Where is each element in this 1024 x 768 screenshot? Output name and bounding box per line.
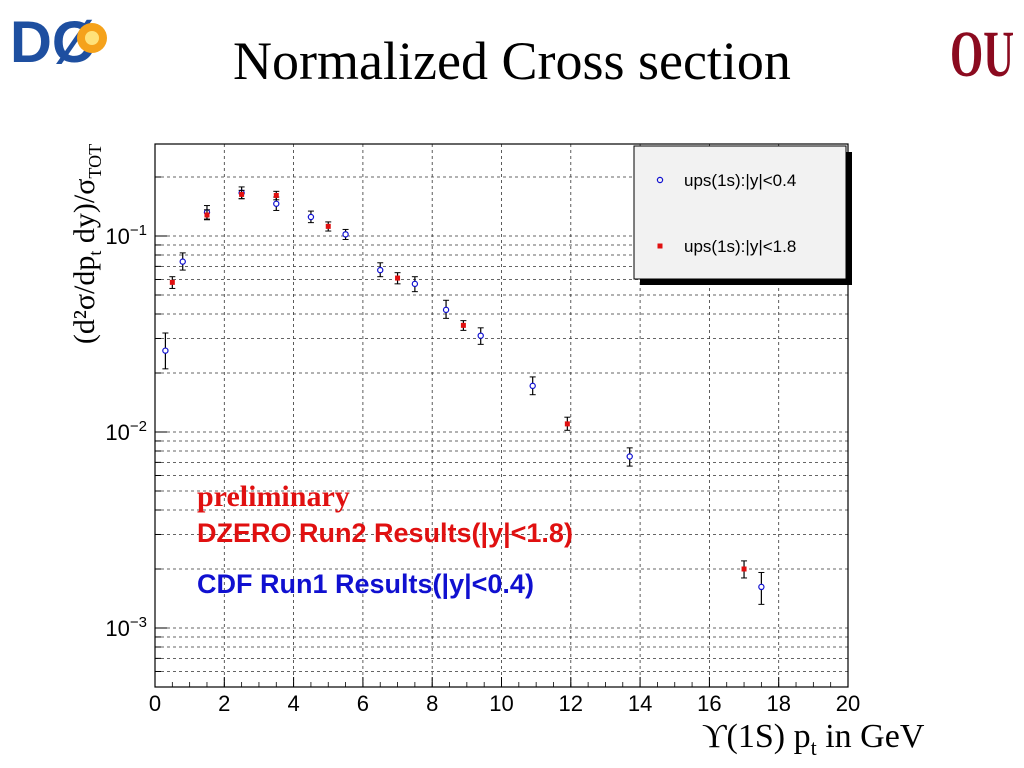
marker-filled-square bbox=[395, 275, 401, 281]
marker-filled-square bbox=[273, 192, 279, 198]
ou-logo-text: OU bbox=[950, 18, 1014, 91]
marker-filled-square bbox=[239, 191, 245, 197]
y-axis-label-wrap: (d²σ/dpt dy)/σTOT bbox=[60, 130, 120, 360]
x-tick-label-16: 16 bbox=[697, 691, 721, 716]
marker-open-circle bbox=[162, 347, 169, 354]
x-axis-label: ϒ(1S) pt in GeV bbox=[702, 718, 925, 760]
ups18-point-4 bbox=[325, 221, 332, 232]
legend-box bbox=[633, 145, 847, 280]
marker-open-circle bbox=[626, 453, 633, 460]
marker-open-circle bbox=[758, 583, 765, 591]
x-tick-label-12: 12 bbox=[559, 691, 583, 716]
x-tick-label-10: 10 bbox=[489, 691, 513, 716]
marker-open-circle bbox=[273, 200, 280, 207]
marker-filled-square bbox=[169, 279, 175, 285]
ups04-point-9 bbox=[442, 299, 450, 319]
marker-open-circle bbox=[411, 280, 419, 288]
marker-open-circle bbox=[342, 231, 349, 238]
annotation-cdf: CDF Run1 Results(|y|<0.4) bbox=[197, 569, 534, 599]
y-axis-label: (d²σ/dpt dy)/σTOT bbox=[68, 143, 105, 345]
marker-open-circle bbox=[307, 213, 315, 221]
ups18-point-3 bbox=[273, 190, 280, 201]
legend-marker-ups04 bbox=[656, 176, 664, 184]
ups18-point-0 bbox=[169, 276, 176, 289]
marker-open-circle bbox=[442, 306, 450, 314]
axis-ticks: 0 2 4 6 8 10 12 14 16 18 20 10−1 10−2 10−3 bbox=[105, 176, 860, 716]
marker-filled-square bbox=[564, 421, 570, 427]
marker-filled-square bbox=[204, 212, 210, 218]
annotation-dzero: DZERO Run2 Results(|y|<1.8) bbox=[197, 518, 573, 548]
marker-open-circle bbox=[377, 266, 384, 274]
data-points bbox=[162, 186, 765, 605]
ups18-point-6 bbox=[460, 320, 467, 331]
x-tick-label-4: 4 bbox=[287, 691, 299, 716]
x-tick-label-14: 14 bbox=[628, 691, 652, 716]
marker-filled-square bbox=[460, 322, 466, 328]
annotation-preliminary: preliminary bbox=[197, 480, 350, 513]
legend: ups(1s):|y|<0.4 ups(1s):|y|<1.8 bbox=[633, 145, 852, 285]
marker-open-circle bbox=[477, 332, 484, 339]
marker-open-circle bbox=[529, 382, 536, 390]
y-tick-label: 10−1 bbox=[105, 222, 147, 249]
ups18-point-8 bbox=[741, 560, 748, 579]
ups04-point-0 bbox=[162, 332, 169, 370]
ups18-point-5 bbox=[394, 272, 401, 285]
ups04-point-5 bbox=[307, 210, 315, 224]
ou-logo: OU bbox=[950, 18, 1014, 91]
legend-label-ups04: ups(1s):|y|<0.4 bbox=[684, 171, 796, 190]
ups04-point-10 bbox=[477, 327, 484, 345]
ups04-point-1 bbox=[179, 252, 186, 271]
x-tick-label-2: 2 bbox=[218, 691, 230, 716]
annotation-block: preliminary DZERO Run2 Results(|y|<1.8) … bbox=[197, 480, 573, 600]
legend-marker-ups18 bbox=[657, 243, 663, 249]
y-tick-label: 10−3 bbox=[105, 614, 147, 641]
marker-filled-square bbox=[325, 223, 331, 229]
slide-title: Normalized Cross section bbox=[233, 31, 791, 91]
marker-open-circle bbox=[179, 258, 186, 265]
ups18-point-7 bbox=[564, 416, 571, 431]
x-tick-label-20: 20 bbox=[836, 691, 860, 716]
ups18-point-2 bbox=[238, 189, 245, 200]
y-tick-label: 10−2 bbox=[105, 418, 147, 445]
x-tick-label-8: 8 bbox=[426, 691, 438, 716]
x-tick-label-18: 18 bbox=[766, 691, 790, 716]
ups04-point-12 bbox=[626, 447, 633, 467]
legend-label-ups18: ups(1s):|y|<1.8 bbox=[684, 237, 796, 256]
ups18-point-1 bbox=[203, 209, 210, 221]
ups04-point-7 bbox=[377, 262, 384, 278]
ups04-point-13 bbox=[758, 571, 765, 605]
marker-filled-square bbox=[741, 566, 747, 572]
ups04-point-11 bbox=[529, 376, 536, 396]
ups04-point-6 bbox=[342, 228, 349, 240]
x-tick-label-6: 6 bbox=[357, 691, 369, 716]
d0-logo: DØ bbox=[4, 8, 154, 70]
x-tick-label-0: 0 bbox=[149, 691, 161, 716]
ups04-point-8 bbox=[411, 276, 419, 293]
